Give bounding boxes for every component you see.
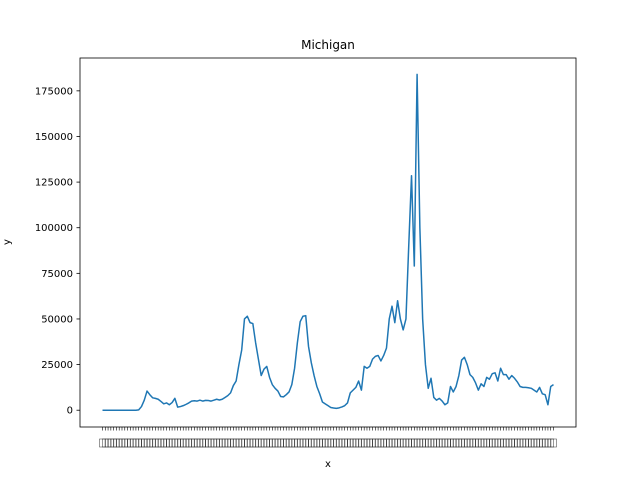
y-tick-label: 175000 bbox=[35, 86, 73, 97]
y-axis-label: y bbox=[2, 239, 13, 245]
y-tick-label: 125000 bbox=[35, 178, 73, 189]
y-tick-label: 75000 bbox=[41, 269, 73, 280]
y-tick-label: 100000 bbox=[35, 223, 73, 234]
series-line bbox=[102, 73, 554, 411]
plot-frame bbox=[79, 57, 577, 428]
x-tick-label bbox=[550, 438, 557, 448]
x-axis-ticks bbox=[99, 427, 557, 448]
y-tick-label: 25000 bbox=[41, 360, 73, 371]
y-axis-ticks: 0 25000 50000 75000 100000 125000 150000 175000 bbox=[35, 86, 80, 417]
y-tick-label: 50000 bbox=[41, 314, 73, 325]
x-tick-label-band bbox=[99, 438, 557, 448]
x-axis-label: x bbox=[325, 459, 331, 470]
chart-title: Michigan bbox=[301, 38, 355, 52]
y-tick-label: 0 bbox=[67, 406, 73, 417]
y-tick-label: 150000 bbox=[35, 132, 73, 143]
